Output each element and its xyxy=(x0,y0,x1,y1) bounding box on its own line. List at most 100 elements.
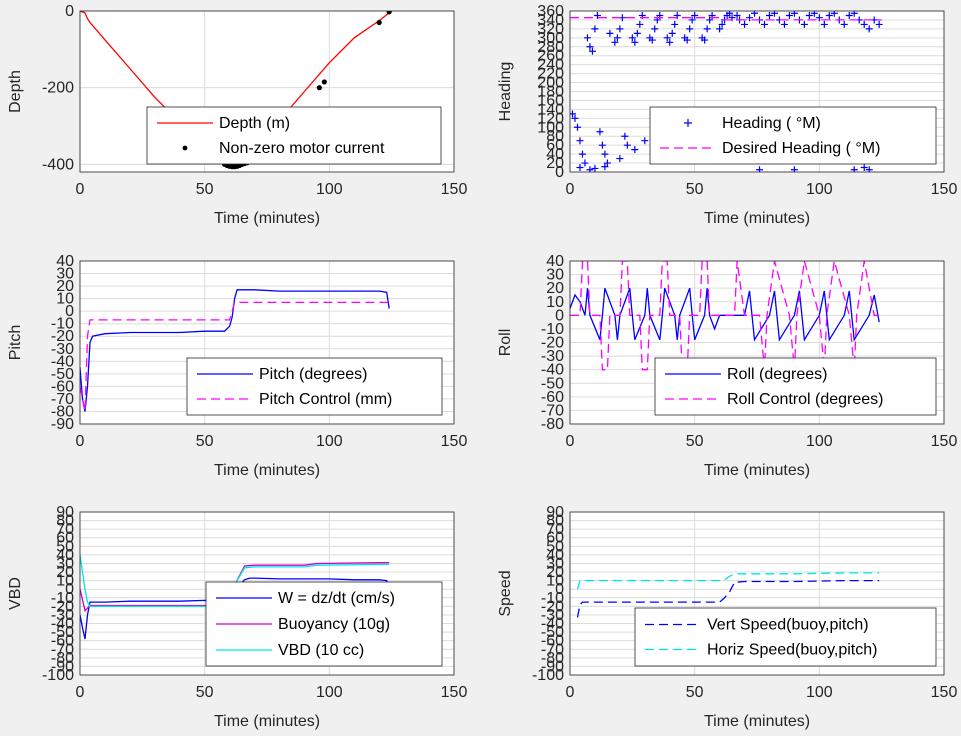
y-tick-label: -80 xyxy=(541,650,564,667)
legend: Vert Speed(buoy,pitch) Horiz Speed(buoy,p… xyxy=(634,607,937,667)
legend: W = dz/dt (cm/s) Buoyancy (10g) VBD (10 cc… xyxy=(205,581,443,667)
y-tick-label: 260 xyxy=(537,48,564,65)
y-tick-label: 40 xyxy=(546,253,564,270)
y-tick-label: -200 xyxy=(42,80,74,97)
data-point xyxy=(751,11,759,17)
data-point xyxy=(376,19,382,26)
y-tick-label: 70 xyxy=(56,521,74,538)
y-tick-label: -10 xyxy=(51,590,74,607)
y-tick-label: 90 xyxy=(56,504,74,521)
y-tick-label: 160 xyxy=(537,92,564,109)
legend: Depth (m) Non-zero motor current xyxy=(146,106,442,165)
y-tick-label: 40 xyxy=(56,253,74,270)
y-tick-label: 0 xyxy=(65,581,74,598)
y-tick-label: -90 xyxy=(51,658,74,675)
data-point xyxy=(581,159,589,167)
y-tick-label: 180 xyxy=(537,84,564,101)
y-tick-label: -80 xyxy=(51,403,74,420)
data-point xyxy=(850,11,858,17)
x-tick-label: 50 xyxy=(196,684,214,701)
data-point xyxy=(815,14,823,22)
x-axis-label: Time (minutes) xyxy=(704,210,810,227)
data-point xyxy=(875,20,883,28)
data-point xyxy=(688,16,696,24)
y-tick-label: 280 xyxy=(537,39,564,56)
y-tick-label: 220 xyxy=(537,66,564,83)
data-point xyxy=(666,38,674,46)
data-point xyxy=(733,11,741,19)
series-line-0 xyxy=(576,579,880,618)
y-tick-label: 40 xyxy=(546,547,564,564)
data-point xyxy=(628,34,636,42)
y-tick-label: -40 xyxy=(51,353,74,370)
y-tick-label: -20 xyxy=(51,598,74,615)
data-point xyxy=(621,132,629,140)
y-tick-label: -30 xyxy=(51,607,74,624)
data-point xyxy=(663,34,671,42)
data-point xyxy=(780,20,788,28)
data-point xyxy=(631,38,639,46)
legend: Pitch (degrees) Pitch Control (mm) xyxy=(186,357,443,416)
y-tick-label: 20 xyxy=(546,280,564,297)
data-point xyxy=(616,25,624,33)
y-tick-label: -100 xyxy=(42,667,74,684)
y-tick-label: 0 xyxy=(555,164,564,181)
data-point xyxy=(671,20,679,28)
data-point xyxy=(706,16,714,24)
data-point xyxy=(586,43,594,51)
y-tick-label: -40 xyxy=(541,616,564,633)
legend-marker xyxy=(684,119,692,127)
data-point xyxy=(603,159,611,167)
data-point xyxy=(703,25,711,33)
y-tick-label: 80 xyxy=(56,513,74,530)
data-point xyxy=(850,166,858,172)
y-tick-label: -40 xyxy=(541,362,564,379)
data-point xyxy=(755,166,763,172)
legend: Heading ( °M) Desired Heading ( °M) xyxy=(649,106,937,165)
data-point xyxy=(770,11,778,17)
grid xyxy=(569,511,945,676)
y-tick-label: -30 xyxy=(51,341,74,358)
y-tick-label: 0 xyxy=(555,307,564,324)
legend-label: Heading ( °M) xyxy=(722,115,821,132)
x-tick-label: 100 xyxy=(806,684,833,701)
data-point xyxy=(633,29,641,37)
y-tick-label: 240 xyxy=(537,57,564,74)
y-tick-label: -50 xyxy=(51,366,74,383)
x-tick-label: 0 xyxy=(76,181,85,198)
chart-5: 0 50 100 150-100-90-80-70-60-50-40-30-20-10… xyxy=(497,504,957,730)
x-axis-label: Time (minutes) xyxy=(704,713,810,730)
chart-3: 0 50 100 150-80-70-60-50-40-30-20-100102030… xyxy=(497,253,957,479)
y-tick-label: 10 xyxy=(546,573,564,590)
legend-box xyxy=(634,607,937,667)
x-tick-label: 0 xyxy=(566,433,575,450)
y-axis-label: Roll xyxy=(497,329,514,357)
y-tick-label: -10 xyxy=(541,590,564,607)
data-point xyxy=(578,150,586,158)
data-point xyxy=(576,164,584,172)
series-group xyxy=(80,289,390,412)
data-point xyxy=(718,20,726,28)
axes-box xyxy=(79,260,455,425)
data-point xyxy=(591,164,599,172)
x-axis-label: Time (minutes) xyxy=(214,210,320,227)
series-line-1 xyxy=(570,261,880,371)
x-tick-label: 50 xyxy=(686,433,704,450)
y-tick-label: 30 xyxy=(546,267,564,284)
y-tick-label: -60 xyxy=(51,378,74,395)
y-tick-label: 80 xyxy=(546,513,564,530)
y-tick-label: -90 xyxy=(541,658,564,675)
y-tick-label: -70 xyxy=(541,402,564,419)
data-point xyxy=(726,11,734,17)
data-point xyxy=(741,20,749,28)
y-tick-label: 20 xyxy=(546,564,564,581)
axes-box xyxy=(569,511,945,676)
x-tick-label: 100 xyxy=(316,433,343,450)
x-axis-label: Time (minutes) xyxy=(214,713,320,730)
y-tick-label: -50 xyxy=(541,624,564,641)
data-point xyxy=(316,85,322,91)
axes-box xyxy=(569,10,945,173)
x-tick-label: 100 xyxy=(806,181,833,198)
legend-label: Roll Control (degrees) xyxy=(727,391,884,408)
y-tick-label: 40 xyxy=(56,547,74,564)
